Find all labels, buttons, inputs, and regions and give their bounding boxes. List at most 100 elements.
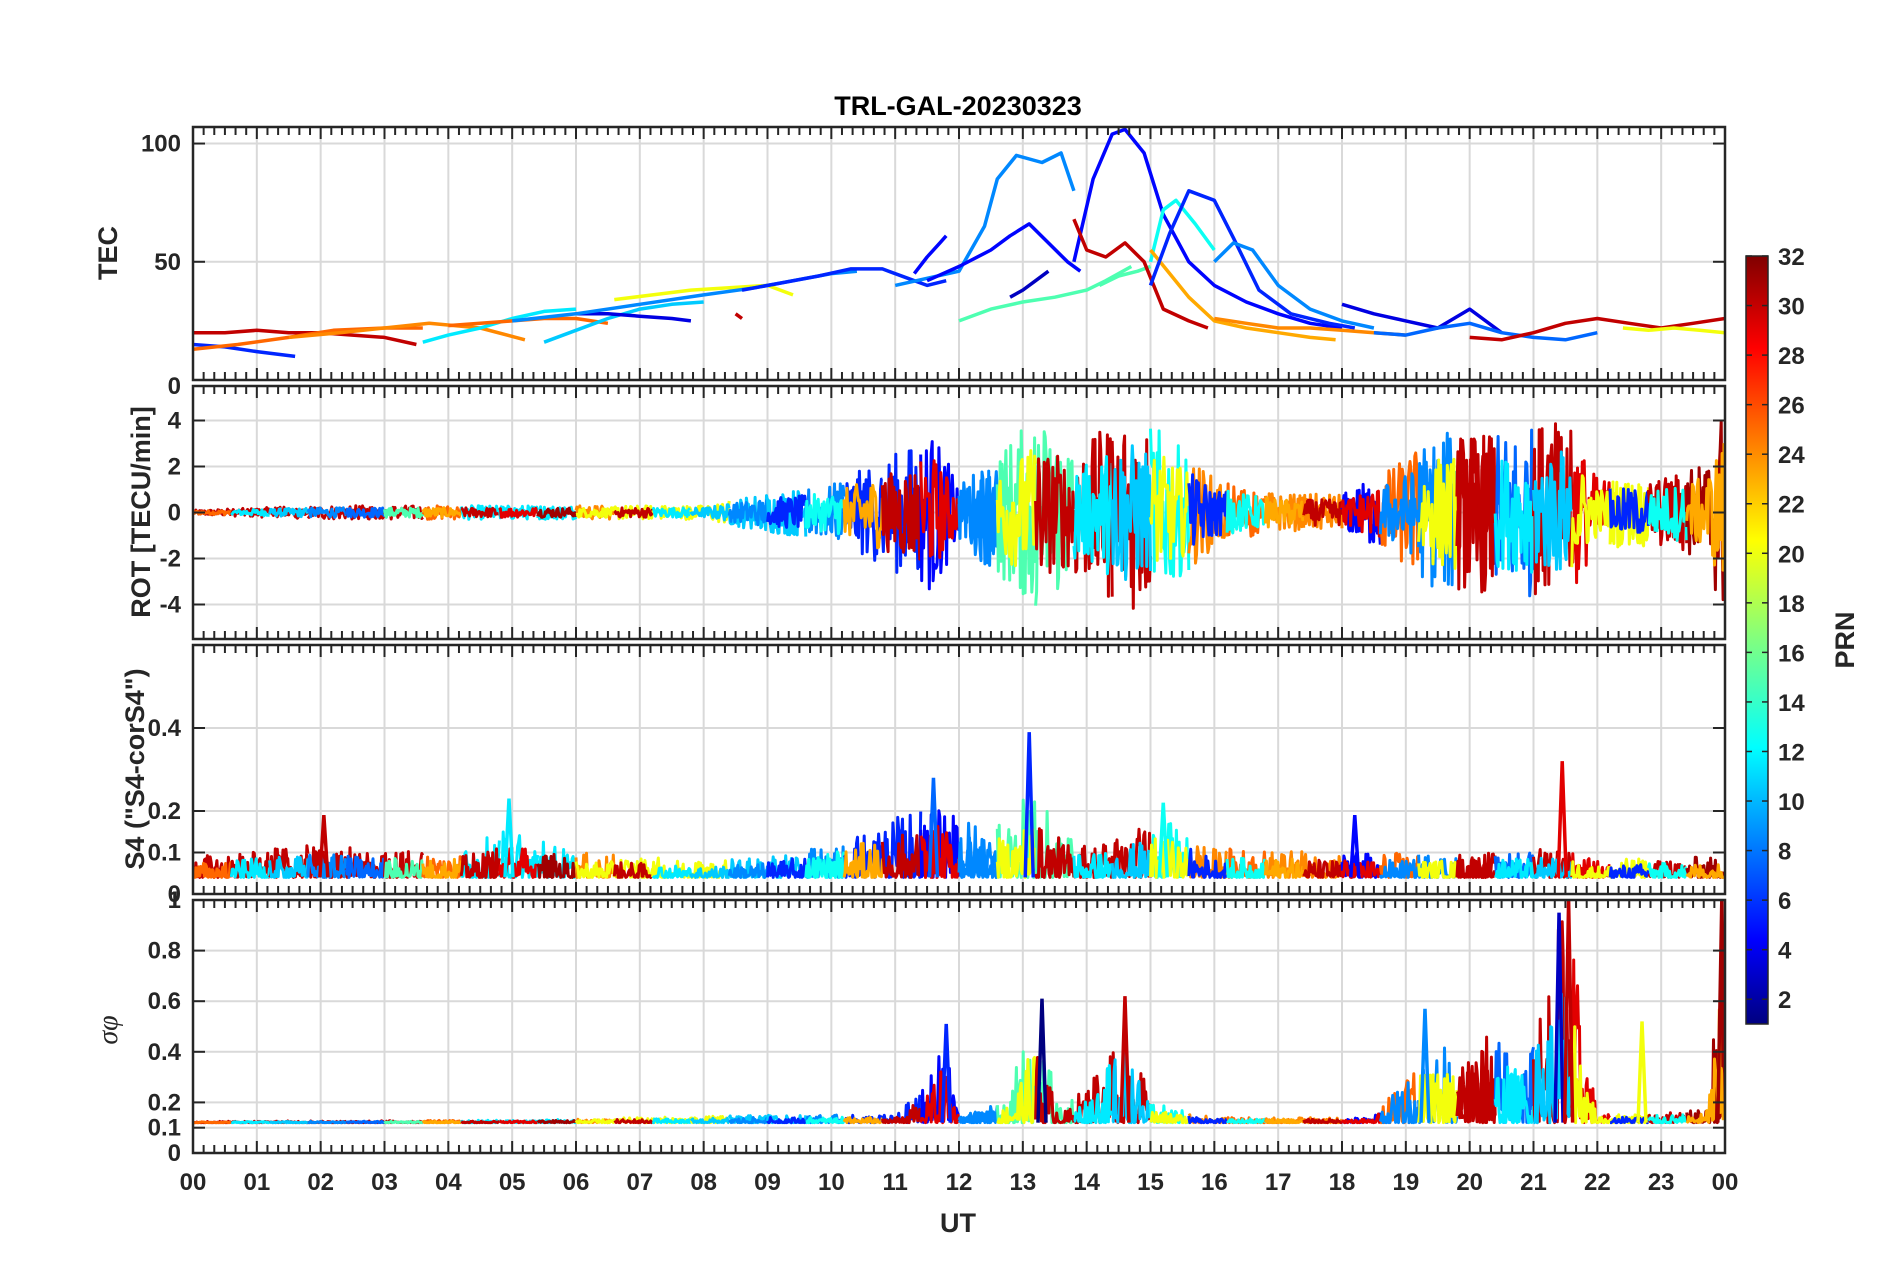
noise-series-line bbox=[536, 506, 578, 519]
noise-series-line bbox=[995, 449, 1038, 568]
noise-series-line bbox=[1378, 472, 1421, 555]
colorbar-tick-label: 8 bbox=[1778, 839, 1791, 866]
x-tick-label: 08 bbox=[690, 1169, 717, 1196]
tec-series-line bbox=[576, 312, 692, 323]
x-tick-label: 03 bbox=[371, 1169, 398, 1196]
noise-series-line bbox=[727, 499, 769, 527]
noise-series-line bbox=[1149, 1110, 1191, 1125]
panel-tec-grid bbox=[192, 127, 1726, 380]
noise-series-line bbox=[345, 1119, 385, 1125]
x-tick-label: 20 bbox=[1456, 1169, 1483, 1196]
tec-series-line bbox=[1373, 321, 1598, 342]
noise-series-line bbox=[1570, 860, 1612, 879]
noise-series-line bbox=[575, 506, 615, 519]
noise-series-line bbox=[919, 809, 961, 879]
x-tick-label: 07 bbox=[626, 1169, 653, 1196]
noise-series-line bbox=[995, 828, 1038, 879]
spike-mark bbox=[1419, 1008, 1431, 1123]
tec-series-line bbox=[1072, 218, 1209, 330]
x-tick-label: 10 bbox=[818, 1169, 845, 1196]
tec-series-line bbox=[193, 328, 417, 347]
noise-series-line bbox=[307, 1119, 347, 1125]
y-tick-label: 0 bbox=[168, 500, 181, 527]
spike-mark bbox=[1636, 1021, 1648, 1123]
x-tick-label: 13 bbox=[1009, 1169, 1036, 1196]
noise-series-line bbox=[1263, 492, 1306, 533]
noise-series-line bbox=[1072, 852, 1114, 879]
tec-series-line bbox=[614, 283, 794, 302]
x-tick-label: 18 bbox=[1329, 1169, 1356, 1196]
colorbar-tick-label: 20 bbox=[1778, 541, 1805, 568]
colorbar-tick-label: 30 bbox=[1778, 294, 1805, 321]
noise-series-line bbox=[498, 506, 539, 519]
y-tick-label: 0 bbox=[168, 373, 181, 400]
noise-series-line bbox=[766, 494, 808, 529]
colorbar-tick-label: 22 bbox=[1778, 492, 1805, 519]
noise-series-line bbox=[1149, 455, 1191, 562]
noise-series-line bbox=[230, 1120, 271, 1125]
colorbar-tick-label: 26 bbox=[1778, 393, 1805, 420]
noise-series-line bbox=[766, 857, 808, 879]
spike-mark bbox=[318, 815, 330, 878]
noise-series-line bbox=[996, 1055, 1038, 1125]
noise-series-line bbox=[880, 472, 923, 561]
noise-series-line bbox=[1149, 837, 1190, 879]
noise-series-line bbox=[957, 475, 999, 552]
spike-mark bbox=[1023, 732, 1035, 878]
noise-series-line bbox=[1532, 450, 1573, 571]
noise-series-line bbox=[1570, 1025, 1611, 1125]
noise-series-line bbox=[805, 1115, 846, 1125]
noise-series-line bbox=[1225, 489, 1267, 535]
colorbar-tick-label: 24 bbox=[1778, 442, 1805, 469]
spike-mark bbox=[1036, 998, 1048, 1123]
noise-series-line bbox=[1378, 858, 1421, 879]
noise-series-line bbox=[1263, 850, 1306, 879]
noise-series-line bbox=[1187, 473, 1229, 546]
noise-series-line bbox=[268, 855, 310, 879]
tec-series-line bbox=[193, 342, 296, 359]
noise-series-line bbox=[1302, 858, 1344, 879]
noise-series-line bbox=[383, 506, 425, 519]
tec-series-line bbox=[1469, 316, 1725, 342]
x-tick-label: 15 bbox=[1137, 1169, 1164, 1196]
noise-series-line bbox=[1570, 474, 1612, 568]
noise-series-line bbox=[421, 1119, 462, 1125]
noise-series-line bbox=[460, 1119, 501, 1125]
noise-series-line bbox=[459, 847, 501, 879]
noise-series-line bbox=[1646, 861, 1688, 879]
noise-series-line bbox=[1608, 487, 1650, 534]
noise-series-line bbox=[1647, 1113, 1689, 1125]
noise-series-line bbox=[1609, 1115, 1649, 1125]
tec-series-line bbox=[1213, 241, 1375, 330]
chart-title: TRL-GAL-20230323 bbox=[834, 91, 1082, 121]
y-tick-label: 0 bbox=[168, 881, 181, 908]
noise-series-line bbox=[1417, 859, 1458, 879]
x-tick-label: 01 bbox=[243, 1169, 270, 1196]
noise-series-line bbox=[574, 1118, 616, 1125]
noise-series-line bbox=[957, 1110, 999, 1125]
noise-series-line bbox=[1417, 457, 1459, 570]
x-tick-label: 16 bbox=[1201, 1169, 1228, 1196]
panel-tec: 50 100 TEC bbox=[93, 125, 1727, 382]
noise-series-line bbox=[995, 429, 1038, 596]
y-tick-label: 1 bbox=[168, 887, 181, 914]
y-tick-label: 0.2 bbox=[148, 1089, 181, 1116]
panel-rot: -4 -2 0 2 4 0 ROT [TECU/min] bbox=[126, 373, 1727, 641]
tec-series-line bbox=[1148, 189, 1356, 330]
noise-series-line bbox=[880, 832, 923, 879]
panel-sigma-phi: 00.10.2 0.4 0.6 0.8 1 σφ bbox=[93, 887, 1727, 1167]
noise-series-line bbox=[193, 1120, 232, 1125]
noise-series-line bbox=[1187, 847, 1229, 879]
x-tick-label: 12 bbox=[946, 1169, 973, 1196]
noise-series-line bbox=[1455, 1064, 1497, 1125]
y-tick-label: 0.1 bbox=[148, 840, 181, 867]
y-tick-label: 0.6 bbox=[148, 988, 181, 1015]
colorbar-tick-label: 6 bbox=[1778, 888, 1791, 915]
noise-series-line bbox=[306, 506, 348, 519]
noise-series-line bbox=[1685, 863, 1725, 879]
y-tick-label: 0.8 bbox=[148, 938, 181, 965]
spike-mark bbox=[1157, 802, 1170, 878]
noise-series-line bbox=[1417, 1073, 1459, 1125]
